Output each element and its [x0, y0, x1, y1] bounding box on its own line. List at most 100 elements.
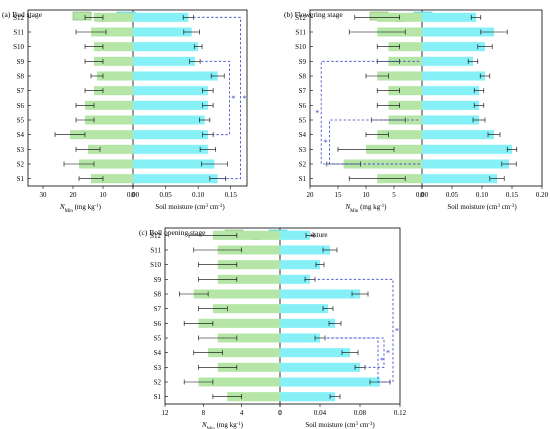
soil-bar	[422, 71, 485, 81]
category-label: S6	[299, 102, 307, 110]
nmin-bar	[388, 100, 422, 110]
category-label: S10	[295, 43, 306, 51]
category-label: S4	[154, 349, 162, 357]
category-label: S11	[150, 247, 161, 255]
right-axis-label-part: -3	[510, 204, 515, 209]
category-label: S2	[17, 161, 25, 169]
soil-bar	[422, 86, 479, 96]
soil-bar	[422, 27, 494, 37]
right-axis-tick-label: 0.15	[225, 191, 238, 199]
nmin-bar	[217, 274, 280, 284]
category-label: S3	[17, 146, 25, 154]
soil-bar	[133, 144, 208, 154]
left-axis-label-part: N	[201, 421, 207, 429]
right-axis-tick-label: 0	[278, 409, 282, 417]
nmin-bar	[217, 333, 280, 343]
significance-bracket	[192, 16, 241, 180]
significance-bracket	[329, 119, 420, 165]
right-axis-tick-label: 0.05	[446, 191, 459, 199]
soil-bar	[422, 100, 479, 110]
soil-bar	[133, 130, 208, 140]
left-axis-tick-label: 4	[240, 409, 244, 417]
right-axis-tick-label: 0.10	[476, 191, 489, 199]
significance-bracket	[324, 337, 384, 383]
left-axis-label-part: -1	[95, 204, 100, 209]
nmin-bar	[85, 115, 133, 125]
soil-bar	[133, 86, 208, 96]
category-label: S4	[299, 131, 307, 139]
left-axis-label-part: (mg kg	[73, 203, 95, 211]
right-axis-label-part: 3	[205, 204, 208, 209]
nmin-bar	[227, 392, 280, 402]
category-label: S8	[154, 291, 162, 299]
category-label: S7	[17, 87, 25, 95]
category-label: S1	[299, 175, 307, 183]
soil-bar	[280, 348, 350, 358]
category-label: S5	[17, 117, 25, 125]
right-axis-label-part: 3	[497, 204, 500, 209]
nmin-bar	[217, 362, 280, 372]
left-axis-tick-label: 0	[420, 191, 424, 199]
soil-bar	[133, 27, 192, 37]
soil-bar	[133, 174, 218, 184]
left-axis-tick-label: 10	[363, 191, 371, 199]
significance-bracket	[314, 278, 394, 383]
category-label: S5	[299, 117, 307, 125]
significance-bracket	[320, 60, 420, 165]
soil-bar	[422, 42, 485, 52]
significance-bracket	[324, 337, 385, 368]
right-axis-tick-label: 0.00	[127, 191, 140, 199]
soil-bar	[133, 42, 199, 52]
soil-bar	[280, 362, 360, 372]
nmin-bar	[70, 130, 133, 140]
panel-title: (a) Bud stage	[2, 10, 43, 19]
left-axis-label: NMin (mg kg-1)	[344, 203, 387, 214]
nmin-bar	[217, 245, 280, 255]
category-label: S3	[154, 364, 162, 372]
soil-bar	[280, 260, 320, 270]
left-axis-tick-label: 8	[202, 409, 206, 417]
category-label: S11	[13, 29, 24, 37]
left-axis-tick-label: 10	[100, 191, 108, 199]
category-label: S9	[154, 276, 162, 284]
nmin-bar	[91, 174, 133, 184]
left-axis-tick-label: 12	[162, 409, 170, 417]
significance-star: *	[324, 138, 328, 147]
right-axis-label: Soil moisture (cm3 cm-3)	[305, 421, 375, 429]
left-axis-tick-label: 15	[335, 191, 343, 199]
soil-bar	[133, 100, 208, 110]
category-label: S7	[299, 87, 307, 95]
right-axis-label-part: )	[372, 421, 375, 429]
nmin-bar	[193, 289, 280, 299]
category-label: S5	[154, 335, 162, 343]
category-label: S12	[150, 232, 161, 240]
left-axis-label-part: Min	[350, 209, 359, 214]
nmin-bar	[377, 130, 422, 140]
chart-panel-3: (c) Boll opening stageNMinSoil moistureS…	[139, 227, 407, 429]
right-axis-label-part: cm	[208, 203, 219, 211]
right-axis-label-part: Soil moisture (cm	[305, 421, 356, 429]
nmin-bar	[198, 318, 280, 328]
category-label: S1	[17, 175, 25, 183]
left-axis-label-part: (mg kg	[215, 421, 237, 429]
significance-star: *	[380, 356, 384, 365]
significance-star: *	[315, 109, 319, 118]
category-label: S11	[295, 29, 306, 37]
category-label: S10	[13, 43, 24, 51]
right-axis-tick-label: 0.20	[536, 191, 549, 199]
category-label: S12	[295, 14, 306, 22]
nmin-bar	[212, 230, 280, 240]
category-label: S12	[13, 14, 24, 22]
right-axis-label-part: cm	[500, 203, 511, 211]
nmin-bar	[88, 144, 133, 154]
category-label: S9	[299, 58, 307, 66]
significance-star: *	[386, 349, 390, 358]
category-label: S2	[154, 379, 162, 387]
left-axis-label-part: )	[241, 421, 244, 429]
right-axis-tick-label: 0.15	[506, 191, 519, 199]
left-axis-label-part: N	[344, 203, 350, 211]
soil-bar	[133, 115, 205, 125]
left-axis-label: NMin (mg kg-1)	[201, 421, 244, 429]
right-axis-label-part: -3	[218, 204, 223, 209]
